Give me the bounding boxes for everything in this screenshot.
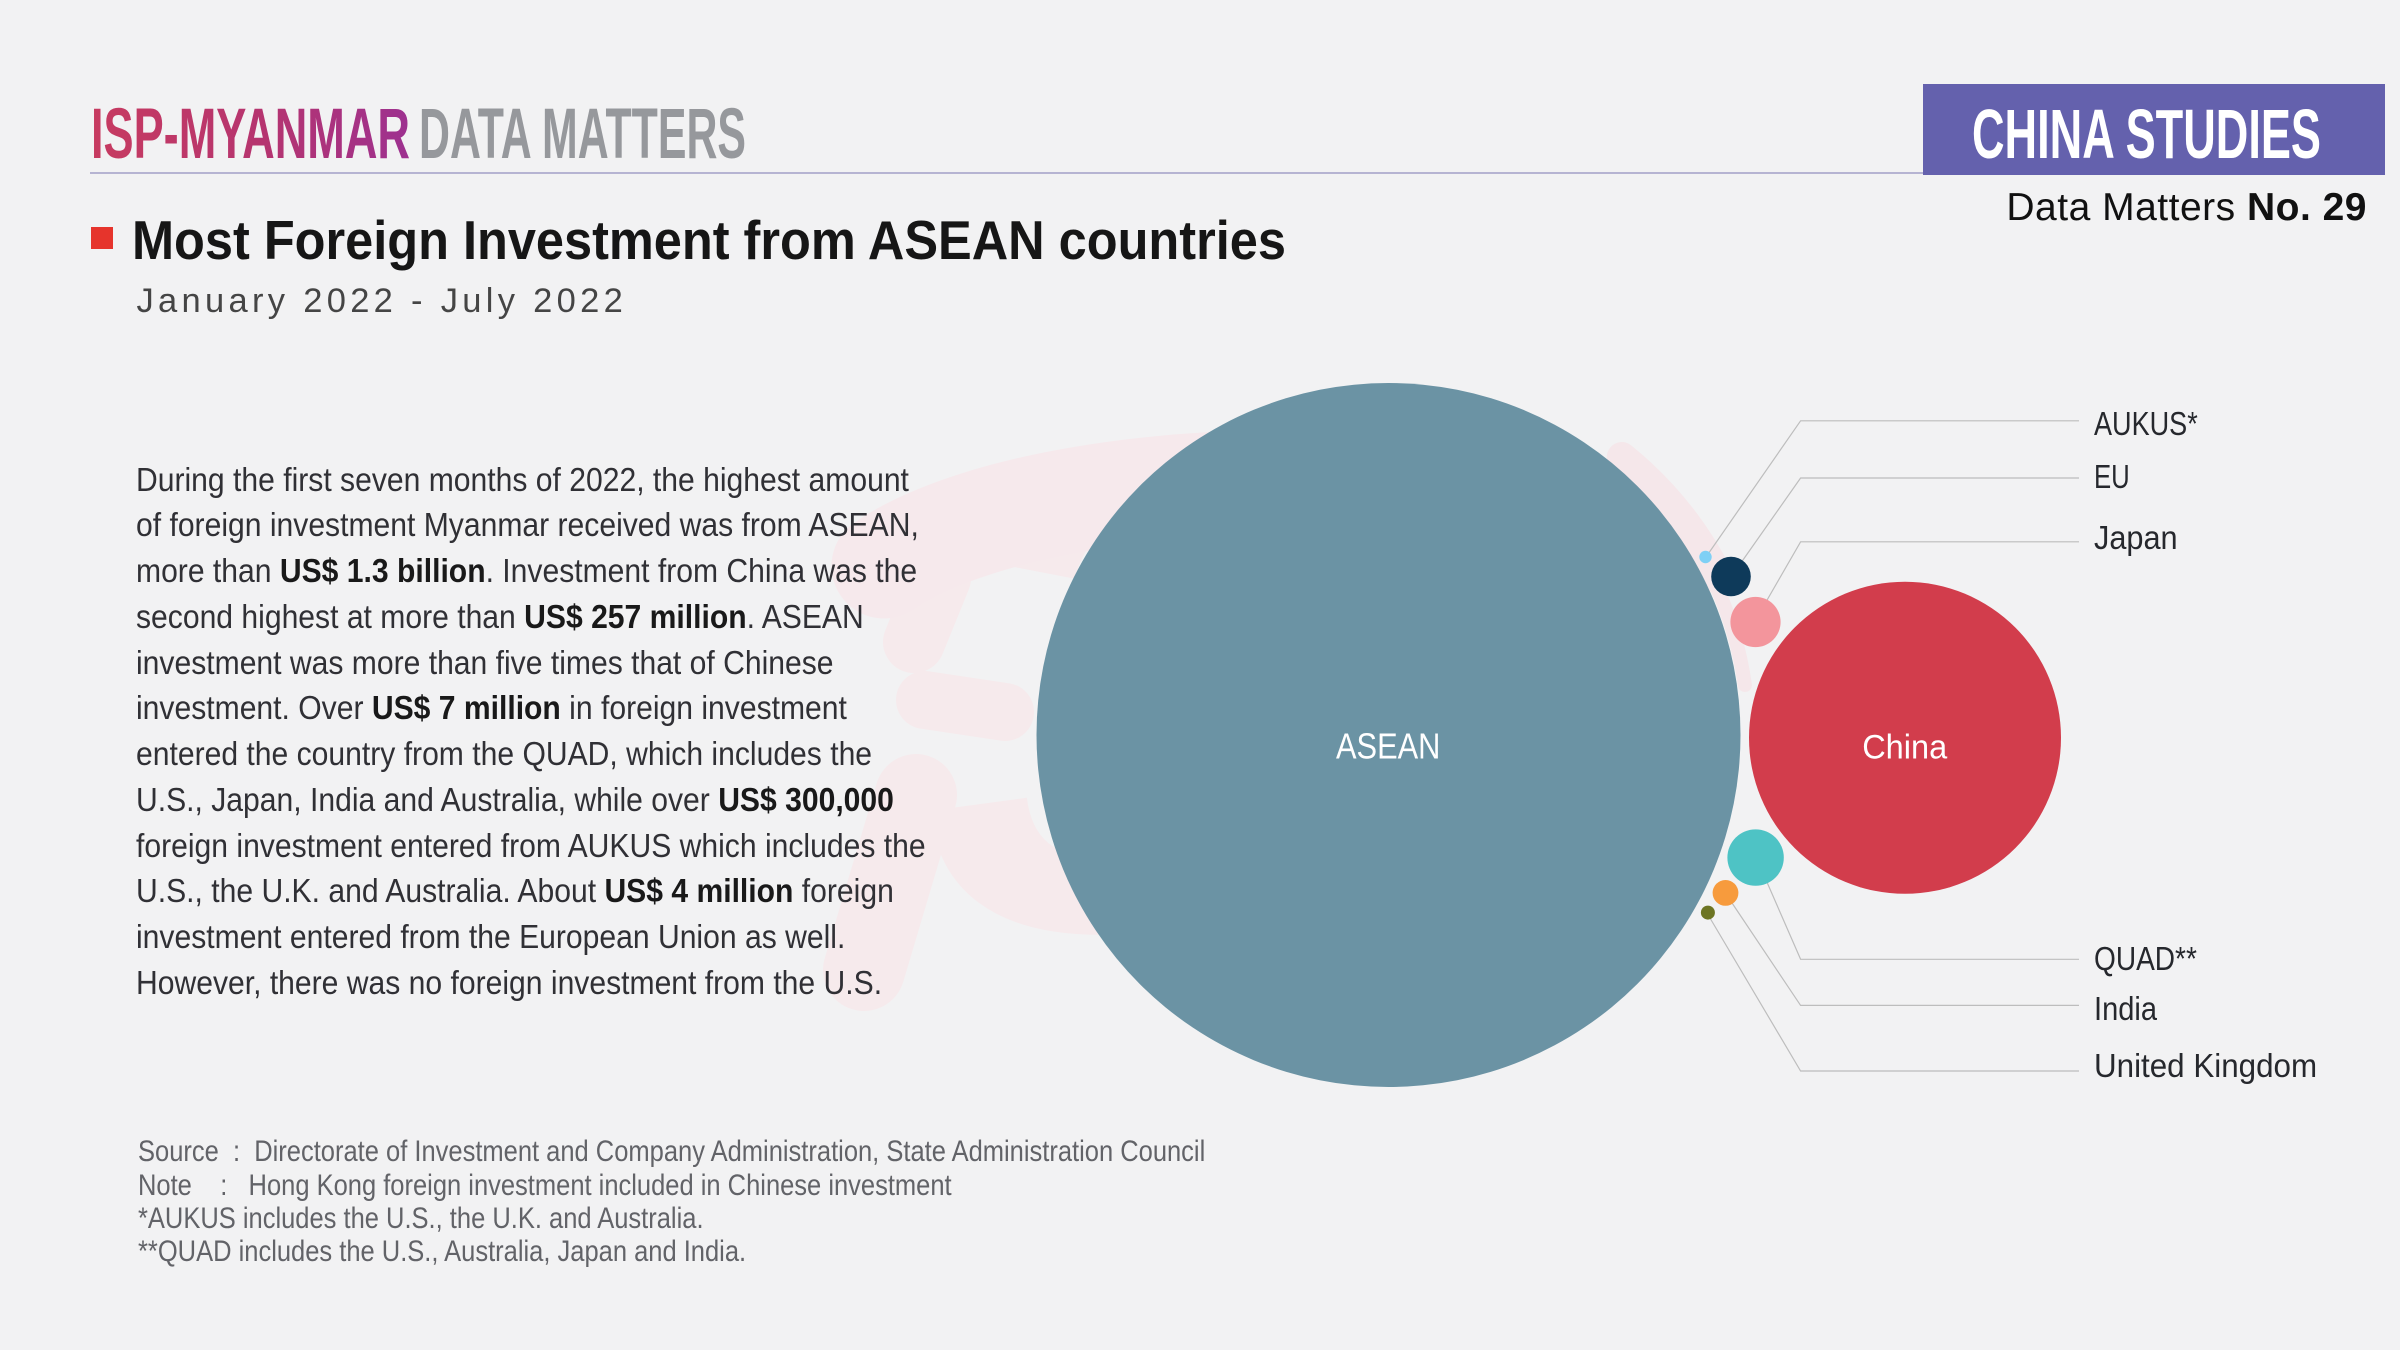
svg-text:China: China (1862, 729, 1947, 767)
svg-text:ISP-MYANMAR: ISP-MYANMAR (91, 95, 410, 174)
svg-text:CHINA STUDIES: CHINA STUDIES (1972, 95, 2321, 173)
svg-text:DATA MATTERS: DATA MATTERS (419, 95, 746, 174)
svg-text:ASEAN: ASEAN (1336, 725, 1440, 766)
